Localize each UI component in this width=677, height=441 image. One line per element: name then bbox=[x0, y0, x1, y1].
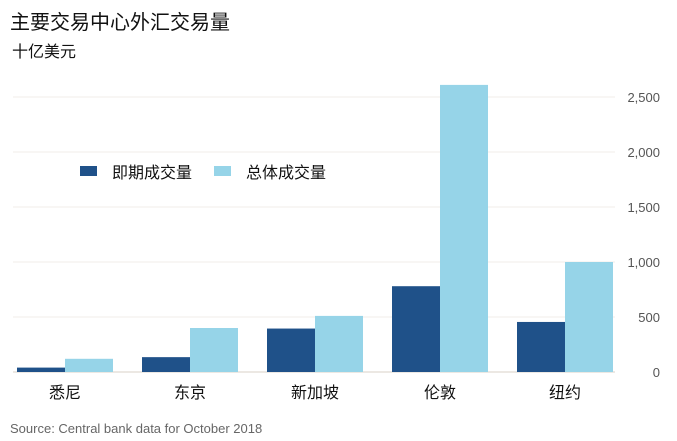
x-tick-label: 新加坡 bbox=[291, 383, 339, 402]
bar-spot bbox=[267, 328, 315, 372]
y-tick-label: 2,000 bbox=[627, 145, 660, 160]
legend-swatch bbox=[214, 166, 231, 176]
bar-spot bbox=[17, 367, 65, 372]
bar-total bbox=[315, 315, 363, 372]
y-tick-label: 1,500 bbox=[627, 200, 660, 215]
x-tick-label: 悉尼 bbox=[49, 383, 81, 402]
bar-total bbox=[440, 84, 488, 373]
x-tick-label: 东京 bbox=[174, 383, 206, 402]
legend-swatch bbox=[80, 166, 97, 176]
legend-label: 总体成交量 bbox=[246, 163, 326, 182]
source-note: Source: Central bank data for October 20… bbox=[10, 421, 263, 436]
legend-label: 即期成交量 bbox=[112, 163, 192, 182]
bar-spot bbox=[142, 357, 190, 372]
y-tick-label: 0 bbox=[653, 365, 660, 380]
bar-total bbox=[190, 328, 238, 372]
bar-spot bbox=[517, 321, 565, 372]
x-tick-label: 伦敦 bbox=[424, 383, 456, 402]
bar-total bbox=[65, 358, 113, 372]
x-tick-label: 纽约 bbox=[549, 383, 581, 402]
y-tick-label: 2,500 bbox=[627, 90, 660, 105]
y-tick-label: 500 bbox=[638, 310, 660, 325]
bar-total bbox=[565, 262, 613, 372]
bar-spot bbox=[392, 286, 440, 372]
chart-subtitle: 十亿美元 bbox=[12, 42, 77, 61]
y-tick-label: 1,000 bbox=[627, 255, 660, 270]
chart-title: 主要交易中心外汇交易量 bbox=[10, 10, 230, 34]
